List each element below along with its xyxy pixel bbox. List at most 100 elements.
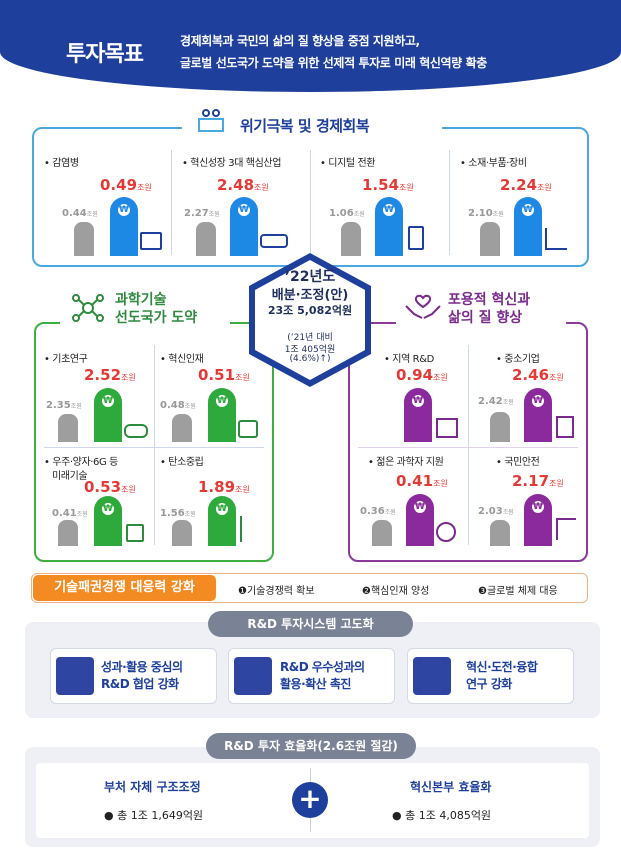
header-subtitle-line1: 경제회복과 국민의 삶의 질 향상을 중점 지원하고, <box>180 34 420 48</box>
rnd-card-line1: R&D 우수성과의 <box>280 660 365 674</box>
center-compare-3: (4.6%)↑) <box>289 354 331 364</box>
item-label-future-tech-line2: 미래기술 <box>52 471 88 482</box>
plant-icon <box>240 516 254 542</box>
previous-bar <box>172 414 192 442</box>
rnd-system-banner: R&D 투자시스템 고도화 <box>208 611 413 637</box>
item-label-basic-research: • 기초연구 <box>44 354 88 365</box>
value-number: 2.27 <box>184 208 209 219</box>
unit: 조원 <box>235 373 250 382</box>
previous-bar <box>341 222 361 256</box>
chip-icon <box>126 524 144 542</box>
hands-heart-icon <box>405 294 441 319</box>
current-value: 0.94조원 <box>396 366 448 384</box>
previous-bar <box>490 412 510 442</box>
previous-value: 0.41조원 <box>52 508 88 519</box>
unit: 조원 <box>184 511 196 518</box>
center-compare-1: (’21년 대비 <box>287 333 333 343</box>
unit: 조원 <box>502 399 514 406</box>
divider <box>171 150 172 255</box>
tech-item-2: ❷핵심인재 양성 <box>362 586 430 597</box>
value-number: 0.48 <box>160 400 185 411</box>
science-title-line2: 선도국가 도약 <box>115 310 198 326</box>
value-number: 0.44 <box>62 208 87 219</box>
value-number: 0.36 <box>360 506 385 517</box>
value-number: 0.41 <box>396 472 434 490</box>
won-icon: ₩ <box>520 202 536 218</box>
value-number: 1.56 <box>160 508 185 519</box>
won-icon: ₩ <box>214 501 230 517</box>
value-number: 2.10 <box>468 208 493 219</box>
rnd-card-line2: 활용·확산 촉진 <box>280 677 351 691</box>
lab-icon <box>238 420 258 438</box>
previous-bar <box>480 222 500 256</box>
rnd-card-line1: 혁신·도전·융합 <box>466 660 538 674</box>
won-icon: ₩ <box>100 501 116 517</box>
inclusive-title-line2: 삶의 질 향상 <box>448 310 523 326</box>
unit: 조원 <box>549 373 564 382</box>
value-number: 2.42 <box>478 396 503 407</box>
unit: 조원 <box>208 211 220 218</box>
rnd-card-line2: 연구 강화 <box>466 677 512 691</box>
value-number: 1.89 <box>198 478 236 496</box>
unit: 조원 <box>254 183 269 192</box>
item-label-public-safety: • 국민안전 <box>496 457 540 468</box>
current-value: 2.17조원 <box>512 472 564 490</box>
item-label-materials: • 소재·부품·장비 <box>460 158 527 169</box>
efficiency-right-title: 혁신본부 효율화 <box>410 780 492 794</box>
certificate-icon <box>413 657 451 695</box>
tech-item-3: ❸글로벌 체제 대응 <box>478 586 558 597</box>
unit: 조원 <box>70 403 82 410</box>
unit: 조원 <box>121 373 136 382</box>
center-hexagon <box>249 253 371 387</box>
unit: 조원 <box>433 373 448 382</box>
server-icon <box>408 226 424 250</box>
divider <box>44 447 264 448</box>
previous-bar <box>196 222 216 256</box>
divider <box>154 345 155 545</box>
item-label-sme: • 중소기업 <box>496 354 540 365</box>
handshake-icon <box>234 657 272 695</box>
previous-bar <box>372 520 392 546</box>
science-heading-bg <box>60 286 230 336</box>
current-value: 1.89조원 <box>198 478 250 496</box>
previous-value: 0.36조원 <box>360 506 396 517</box>
efficiency-banner: R&D 투자 효율화(2.6조원 절감) <box>206 733 416 759</box>
unit: 조원 <box>502 509 514 516</box>
value-number: 2.17 <box>512 472 550 490</box>
previous-value: 0.48조원 <box>160 400 196 411</box>
current-value: 2.48조원 <box>217 176 269 194</box>
item-label-future-tech: • 우주·양자·6G 등 <box>44 457 118 468</box>
rnd-card-line2: R&D 협업 강화 <box>101 677 179 691</box>
previous-value: 2.35조원 <box>46 400 82 411</box>
won-icon: ₩ <box>412 499 428 515</box>
value-number: 1.54 <box>362 176 400 194</box>
current-value: 0.41조원 <box>396 472 448 490</box>
unit: 조원 <box>235 485 250 494</box>
item-label-carbon-neutral: • 탄소중립 <box>160 457 204 468</box>
unit: 조원 <box>433 479 448 488</box>
divider <box>358 447 578 448</box>
handshake-people-icon <box>56 657 94 695</box>
unit: 조원 <box>399 183 414 192</box>
unit: 조원 <box>353 211 365 218</box>
won-icon: ₩ <box>214 393 230 409</box>
current-value: 0.51조원 <box>198 366 250 384</box>
previous-bar <box>490 520 510 546</box>
value-number: 0.49 <box>100 176 138 194</box>
network-icon <box>72 294 104 322</box>
unit: 조원 <box>549 479 564 488</box>
previous-bar <box>58 414 78 442</box>
efficiency-left-value: ● 총 1조 1,649억원 <box>104 809 204 822</box>
page-title: 투자목표 <box>66 42 144 67</box>
presentation-icon <box>556 518 576 540</box>
won-icon: ₩ <box>530 393 546 409</box>
divider <box>449 150 450 255</box>
previous-value: 1.56조원 <box>160 508 196 519</box>
previous-value: 1.06조원 <box>329 208 365 219</box>
laptop-icon <box>140 232 162 250</box>
item-label-talent: • 혁신인재 <box>160 354 204 365</box>
value-number: 2.52 <box>84 366 122 384</box>
current-value: 2.46조원 <box>512 366 564 384</box>
previous-bar <box>172 520 192 546</box>
value-number: 0.41 <box>52 508 77 519</box>
